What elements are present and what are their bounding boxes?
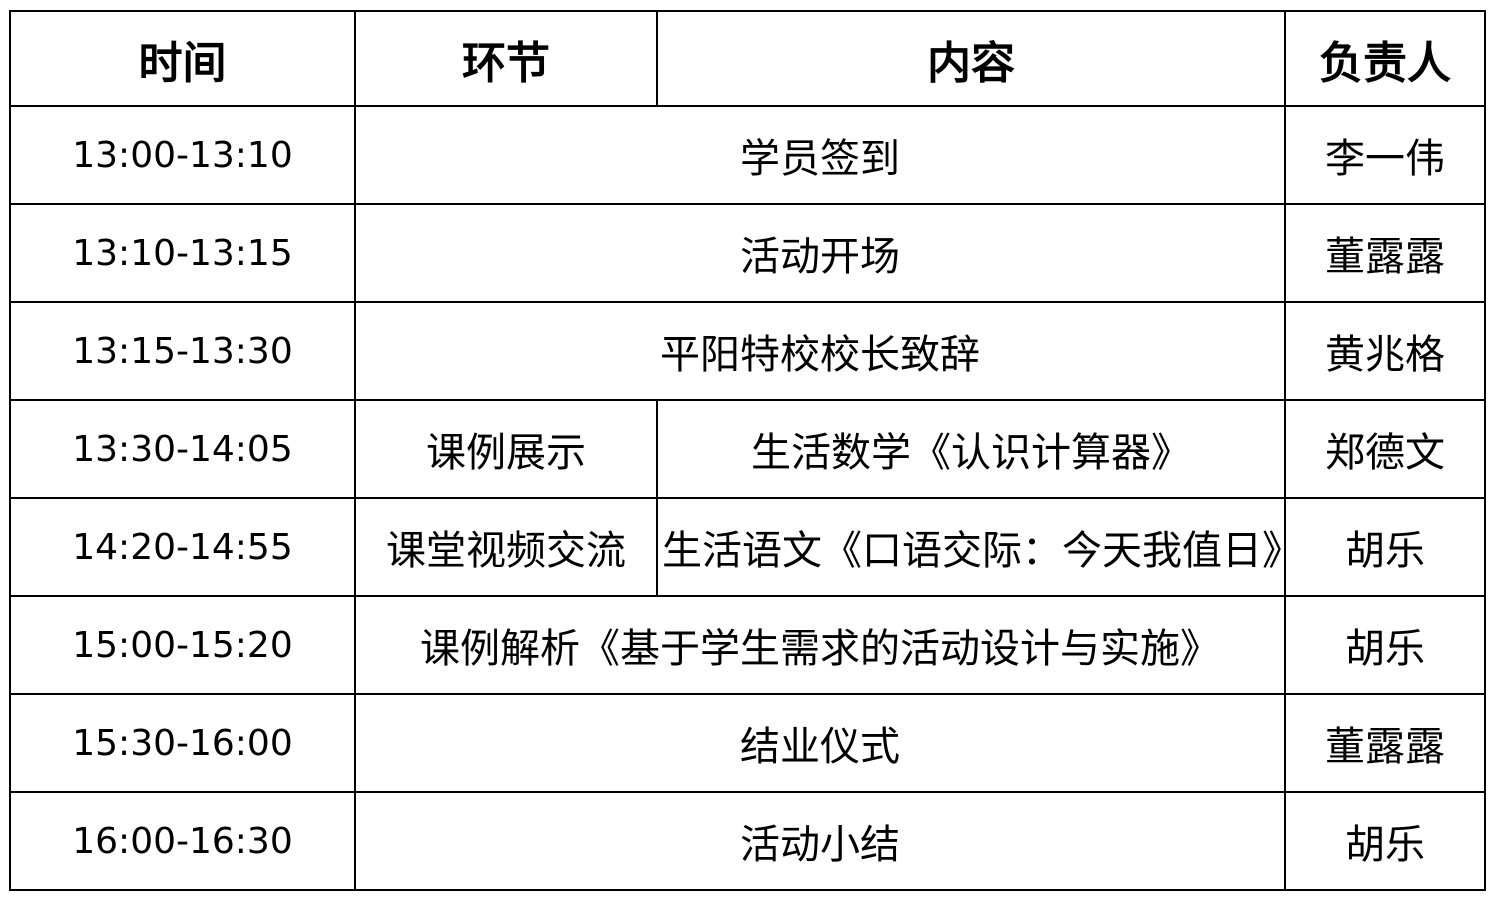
time-cell: 13:10-13:15 bbox=[9, 203, 356, 303]
owner-cell: 郑德文 bbox=[1284, 399, 1486, 499]
col-header-segment: 环节 bbox=[354, 10, 658, 107]
time-cell: 13:00-13:10 bbox=[9, 105, 356, 205]
owner-cell: 董露露 bbox=[1284, 203, 1486, 303]
time-cell: 13:15-13:30 bbox=[9, 301, 356, 401]
segment-cell: 课例展示 bbox=[354, 399, 658, 499]
table-row: 13:00-13:10 学员签到 李一伟 bbox=[9, 105, 1486, 205]
content-cell: 生活数学《认识计算器》 bbox=[656, 399, 1286, 499]
table-row: 14:20-14:55 课堂视频交流 生活语文《口语交际：今天我值日》 胡乐 bbox=[9, 497, 1486, 597]
owner-cell: 李一伟 bbox=[1284, 105, 1486, 205]
content-cell: 生活语文《口语交际：今天我值日》 bbox=[656, 497, 1286, 597]
content-cell: 活动小结 bbox=[354, 791, 1286, 891]
time-cell: 13:30-14:05 bbox=[9, 399, 356, 499]
content-cell: 活动开场 bbox=[354, 203, 1286, 303]
table-row: 13:30-14:05 课例展示 生活数学《认识计算器》 郑德文 bbox=[9, 399, 1486, 499]
header-row: 时间 环节 内容 负责人 bbox=[9, 10, 1486, 107]
time-cell: 16:00-16:30 bbox=[9, 791, 356, 891]
segment-cell: 课堂视频交流 bbox=[354, 497, 658, 597]
schedule-table: 时间 环节 内容 负责人 13:00-13:10 学员签到 李一伟 13:10-… bbox=[9, 10, 1486, 891]
table-row: 13:15-13:30 平阳特校校长致辞 黄兆格 bbox=[9, 301, 1486, 401]
col-header-owner: 负责人 bbox=[1284, 10, 1486, 107]
content-cell: 学员签到 bbox=[354, 105, 1286, 205]
content-cell: 平阳特校校长致辞 bbox=[354, 301, 1286, 401]
time-cell: 15:00-15:20 bbox=[9, 595, 356, 695]
time-cell: 15:30-16:00 bbox=[9, 693, 356, 793]
table-row: 15:30-16:00 结业仪式 董露露 bbox=[9, 693, 1486, 793]
owner-cell: 董露露 bbox=[1284, 693, 1486, 793]
content-cell: 课例解析《基于学生需求的活动设计与实施》 bbox=[354, 595, 1286, 695]
content-cell: 结业仪式 bbox=[354, 693, 1286, 793]
table-row: 16:00-16:30 活动小结 胡乐 bbox=[9, 791, 1486, 891]
col-header-time: 时间 bbox=[9, 10, 356, 107]
table-row: 15:00-15:20 课例解析《基于学生需求的活动设计与实施》 胡乐 bbox=[9, 595, 1486, 695]
owner-cell: 胡乐 bbox=[1284, 497, 1486, 597]
time-cell: 14:20-14:55 bbox=[9, 497, 356, 597]
table-row: 13:10-13:15 活动开场 董露露 bbox=[9, 203, 1486, 303]
owner-cell: 胡乐 bbox=[1284, 595, 1486, 695]
owner-cell: 黄兆格 bbox=[1284, 301, 1486, 401]
col-header-content: 内容 bbox=[656, 10, 1286, 107]
owner-cell: 胡乐 bbox=[1284, 791, 1486, 891]
